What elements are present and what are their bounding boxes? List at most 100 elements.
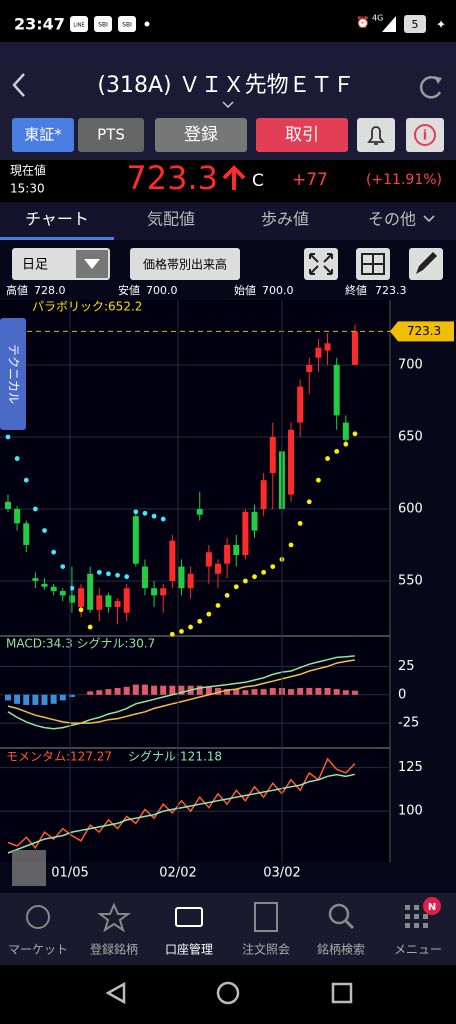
last-price-text: 723.3 — [407, 324, 441, 338]
clock: 23:47 — [14, 15, 65, 34]
histogram-bar — [141, 684, 148, 695]
trade-button[interactable] — [256, 118, 348, 152]
nav-icon — [175, 907, 203, 927]
momentum-label: モメンタム:127.27 — [6, 750, 112, 764]
momentum-signal-label: シグナル:121.18 — [128, 750, 222, 764]
histogram-bar — [214, 687, 221, 695]
nav-label[interactable]: 注文照会 — [242, 942, 290, 957]
parabolic-dot — [5, 434, 11, 440]
ohlc-row: 高値 728.0 安値 700.0 始値 700.0 終値 723.3 — [6, 283, 407, 297]
pts-button[interactable] — [78, 118, 144, 152]
candle-body — [297, 386, 304, 423]
tab[interactable]: その他 — [368, 210, 416, 229]
nav-label[interactable]: マーケット — [8, 943, 68, 957]
ohlc-label: 終値 — [345, 283, 367, 297]
price-flag: C — [252, 171, 264, 191]
parabolic-dot — [242, 578, 248, 584]
back-button[interactable] — [12, 73, 25, 97]
parabolic-dot — [124, 574, 130, 580]
nav-label[interactable]: 銘柄検索 — [317, 942, 365, 957]
pts-label: PTS — [97, 126, 125, 144]
candle-body — [151, 588, 158, 596]
badge — [423, 897, 441, 915]
status-icon-text: SBI — [98, 22, 108, 29]
nav-label[interactable]: 口座管理 — [165, 942, 213, 957]
histogram-bar — [269, 687, 276, 695]
y-tick-label: 100 — [398, 804, 423, 819]
period-label: 日足 — [22, 258, 48, 273]
system-nav — [0, 965, 456, 1024]
histogram-bar — [59, 694, 66, 701]
back-key[interactable] — [105, 981, 126, 1005]
parabolic-dot — [224, 592, 230, 598]
status-icon — [94, 16, 112, 32]
status-icon: ✦ — [436, 18, 446, 32]
parabolic-dot — [60, 564, 66, 569]
last-price-tag — [390, 321, 454, 342]
ohlc-value: 723.3 — [375, 284, 407, 297]
parabolic-dot — [115, 572, 120, 578]
refresh-button[interactable] — [419, 76, 442, 99]
tab[interactable]: 歩み値 — [261, 210, 309, 229]
title-chevron[interactable] — [222, 101, 234, 109]
candle-body — [288, 429, 295, 495]
parabolic-dot — [288, 542, 294, 548]
candle-body — [260, 480, 267, 509]
tab-chevron — [423, 215, 435, 223]
nav-label[interactable]: 登録銘柄 — [90, 942, 138, 957]
alert-button[interactable] — [357, 118, 395, 152]
histogram-bar — [260, 689, 267, 695]
parabolic-dot — [316, 477, 321, 483]
parabolic-dot — [151, 513, 157, 519]
parabolic-dot — [78, 607, 84, 613]
parabolic-dot — [325, 456, 330, 461]
histogram-bar — [123, 686, 130, 695]
register-button[interactable] — [155, 118, 247, 152]
histogram-bar — [169, 685, 176, 695]
candle-body — [78, 588, 85, 607]
histogram-bar — [178, 685, 185, 695]
x-tick-label: 02/02 — [159, 866, 196, 881]
info-button[interactable] — [406, 118, 444, 152]
volume-profile-button[interactable] — [130, 248, 240, 280]
market-button[interactable] — [12, 118, 74, 152]
tab[interactable]: チャート — [25, 210, 89, 229]
fullscreen-button[interactable] — [304, 248, 338, 280]
parabolic-dot — [334, 448, 340, 454]
line — [7, 757, 356, 850]
tab[interactable]: 気配値 — [147, 210, 195, 229]
y-tick-label: 125 — [398, 760, 423, 775]
histogram-bar — [306, 687, 313, 695]
parabolic-dot — [32, 506, 38, 512]
parabolic-dot — [23, 477, 29, 483]
candle-body — [23, 523, 30, 545]
histogram-bar — [205, 686, 212, 695]
ohlc-value: 728.0 — [34, 284, 66, 297]
home-key[interactable] — [216, 981, 240, 1005]
candle-body — [87, 573, 94, 610]
nav-icon — [344, 919, 355, 930]
scroll-handle[interactable] — [12, 850, 46, 886]
histogram-bar — [151, 685, 158, 695]
parabolic-dot — [252, 574, 257, 580]
refresh-arrow — [434, 76, 442, 84]
y-tick-label: -25 — [398, 716, 419, 731]
technical-side-tab[interactable] — [0, 318, 26, 430]
histogram-bar — [351, 690, 358, 695]
nav-icon — [26, 905, 50, 929]
parabolic-dot — [215, 603, 221, 608]
network: 4G — [372, 14, 383, 23]
signal — [382, 16, 396, 32]
histogram-bar — [288, 689, 295, 695]
price-label: 現在値 — [10, 163, 46, 178]
parabolic-dot — [142, 510, 148, 516]
parabolic-dot — [261, 569, 267, 575]
ohlc-label: 高値 — [6, 283, 28, 297]
y-tick-label: 550 — [398, 573, 423, 588]
parabolic-dot — [14, 456, 20, 461]
x-tick-label: 03/02 — [263, 866, 300, 881]
nav-label[interactable]: メニュー — [394, 943, 442, 957]
parabolic-dot — [160, 516, 166, 522]
recents-key[interactable] — [331, 982, 353, 1004]
